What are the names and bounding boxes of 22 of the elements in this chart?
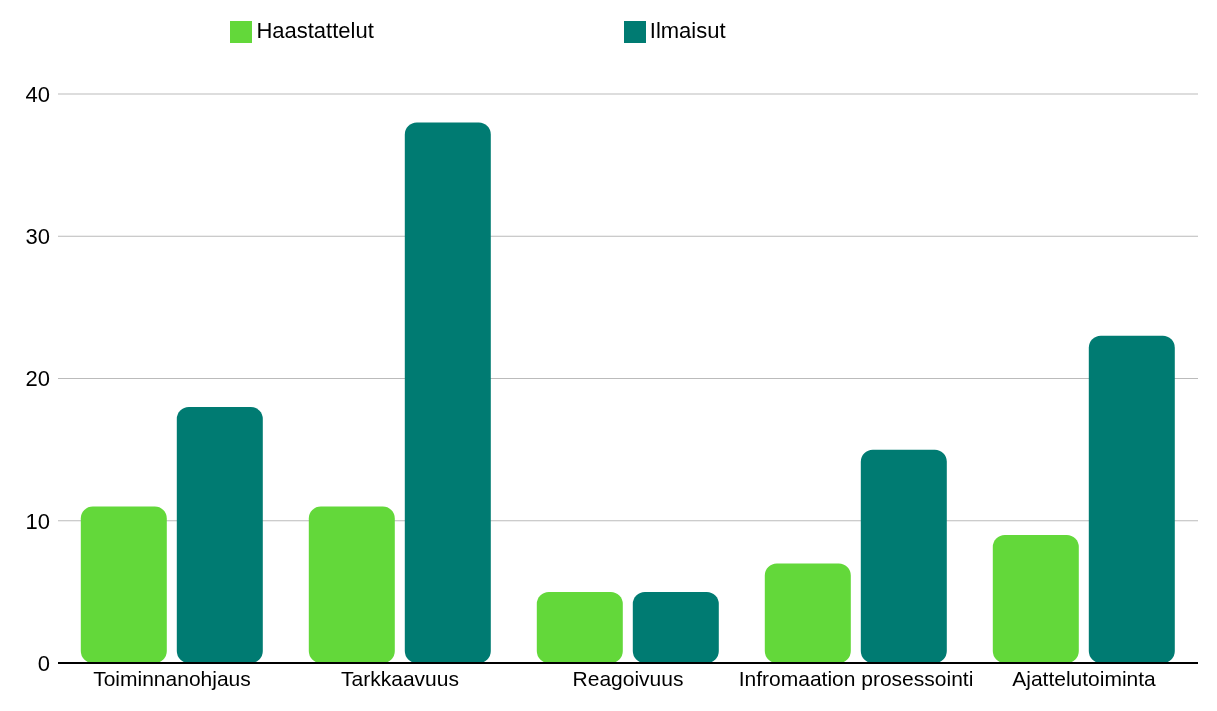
y-tick-label: 20 — [25, 366, 50, 392]
bar — [404, 122, 491, 663]
legend-label: Ilmaisut — [649, 18, 726, 43]
bar — [992, 534, 1079, 663]
bar — [536, 591, 623, 663]
bar — [764, 563, 851, 663]
y-tick-label: 0 — [37, 650, 50, 676]
x-tick-label: Infromaation prosessointi — [738, 666, 974, 690]
bar — [308, 506, 395, 663]
y-tick-label: 30 — [25, 224, 50, 250]
y-tick-label: 40 — [25, 81, 50, 107]
x-tick-label: Ajattelutoiminta — [1012, 666, 1157, 690]
bar — [1088, 335, 1175, 663]
bar — [632, 591, 719, 663]
legend-label: Haastattelut — [256, 18, 374, 43]
y-tick-label: 10 — [25, 508, 50, 534]
bar — [860, 449, 947, 663]
x-tick-label: Toiminnanohjaus — [93, 666, 251, 690]
bar — [80, 506, 167, 663]
bar — [176, 406, 263, 663]
x-tick-label: Tarkkaavuus — [341, 666, 459, 690]
x-tick-label: Reagoivuus — [572, 666, 684, 690]
